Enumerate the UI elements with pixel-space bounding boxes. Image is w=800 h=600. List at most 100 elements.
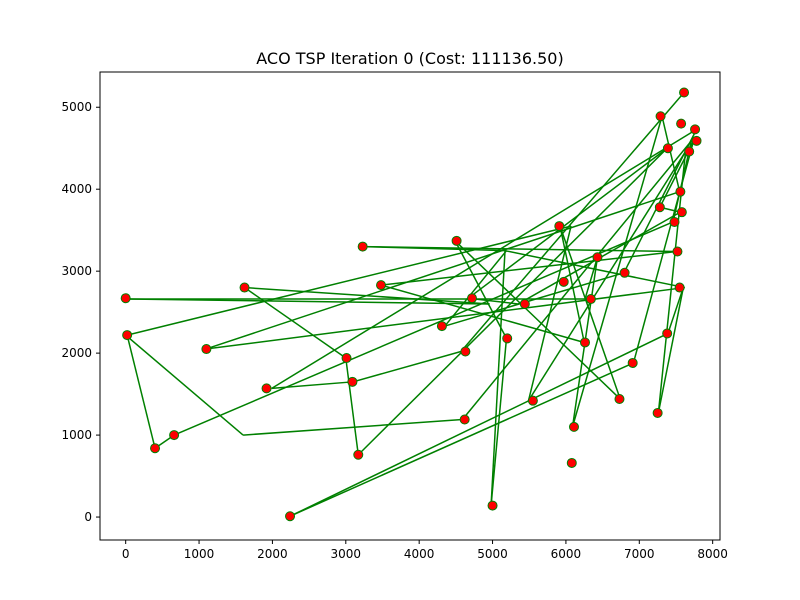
city-point bbox=[436, 321, 447, 332]
x-tick-label: 2000 bbox=[257, 547, 288, 561]
route-segment bbox=[584, 257, 599, 300]
city-point bbox=[691, 135, 702, 146]
city-point bbox=[566, 457, 577, 468]
city-point bbox=[527, 395, 538, 406]
route-segment bbox=[205, 286, 685, 350]
city-point bbox=[353, 449, 364, 460]
city-point bbox=[619, 267, 630, 278]
city-point bbox=[460, 346, 471, 357]
route-segment bbox=[444, 250, 508, 327]
city-point bbox=[675, 186, 686, 197]
city-point bbox=[122, 330, 133, 341]
route-segment bbox=[173, 221, 674, 436]
city-point bbox=[169, 430, 180, 441]
x-tick-label: 1000 bbox=[184, 547, 215, 561]
city-point bbox=[684, 146, 695, 157]
y-tick-label: 3000 bbox=[61, 264, 92, 278]
city-point bbox=[676, 118, 687, 129]
city-point bbox=[519, 298, 530, 309]
route-segment bbox=[125, 298, 490, 305]
route-segment bbox=[559, 225, 585, 343]
city-point bbox=[585, 294, 596, 305]
y-tick-label: 1000 bbox=[61, 428, 92, 442]
city-point bbox=[341, 353, 352, 364]
route-segment bbox=[454, 240, 621, 400]
route-segment bbox=[460, 92, 685, 352]
route-segment bbox=[657, 287, 685, 414]
city-point bbox=[357, 241, 368, 252]
city-point bbox=[672, 246, 683, 257]
x-tick-label: 0 bbox=[122, 547, 130, 561]
route-segment bbox=[289, 362, 634, 517]
city-point bbox=[662, 328, 673, 339]
city-point bbox=[285, 511, 296, 522]
route-segment bbox=[490, 250, 506, 506]
city-point bbox=[676, 207, 687, 218]
city-point bbox=[150, 443, 161, 454]
city-point bbox=[239, 282, 250, 293]
city-point bbox=[679, 87, 690, 98]
city-point bbox=[579, 337, 590, 348]
route-segment bbox=[527, 151, 687, 402]
chart-title: ACO TSP Iteration 0 (Cost: 111136.50) bbox=[256, 49, 563, 68]
y-tick-label: 4000 bbox=[61, 182, 92, 196]
city-point bbox=[652, 407, 663, 418]
city-point bbox=[662, 143, 673, 154]
city-point bbox=[451, 235, 462, 246]
x-tick-label: 4000 bbox=[404, 547, 435, 561]
route-segment bbox=[559, 225, 621, 400]
city-point bbox=[669, 216, 680, 227]
city-point bbox=[347, 376, 358, 387]
axes: 0 1000 2000 3000 4000 5000 6000 7000 8000 0 1000 20… bbox=[61, 71, 728, 561]
route-segment bbox=[243, 418, 463, 436]
route-segment bbox=[126, 334, 156, 449]
x-tick-label: 3000 bbox=[331, 547, 362, 561]
route-segment bbox=[362, 245, 677, 253]
route-segment bbox=[461, 140, 692, 420]
x-tick-label: 8000 bbox=[697, 547, 728, 561]
plot-frame bbox=[99, 71, 721, 541]
city-point bbox=[654, 202, 665, 213]
route-segment bbox=[352, 350, 462, 383]
y-tick-label: 5000 bbox=[61, 100, 92, 114]
city-point bbox=[554, 221, 565, 232]
x-tick-label: 6000 bbox=[551, 547, 582, 561]
route-segment bbox=[357, 147, 668, 456]
city-point bbox=[376, 280, 387, 291]
city-point bbox=[568, 421, 579, 432]
city-point bbox=[614, 394, 625, 405]
route-segment bbox=[205, 190, 680, 350]
city-point bbox=[120, 293, 131, 304]
city-point bbox=[655, 111, 666, 122]
route-layer bbox=[125, 92, 698, 517]
route-segment bbox=[467, 147, 668, 299]
city-point bbox=[592, 252, 603, 263]
city-point bbox=[558, 276, 569, 287]
city-point bbox=[487, 500, 498, 511]
points-layer bbox=[120, 87, 702, 522]
route-segment bbox=[345, 357, 360, 455]
route-segment bbox=[244, 286, 490, 305]
route-segment bbox=[244, 286, 347, 359]
route-segment bbox=[126, 225, 572, 336]
x-tick-label: 7000 bbox=[624, 547, 655, 561]
city-point bbox=[459, 414, 470, 425]
route-segment bbox=[125, 334, 244, 436]
city-point bbox=[627, 357, 638, 368]
city-point bbox=[201, 344, 212, 355]
x-tick-label: 5000 bbox=[477, 547, 508, 561]
route-segment bbox=[289, 332, 669, 517]
city-point bbox=[502, 333, 513, 344]
city-point bbox=[690, 124, 701, 135]
city-point bbox=[261, 383, 272, 394]
city-point bbox=[467, 293, 477, 304]
route-segment bbox=[380, 250, 677, 286]
route-segment bbox=[271, 128, 697, 390]
route-segment bbox=[490, 338, 508, 506]
city-point bbox=[674, 282, 685, 293]
y-tick-label: 0 bbox=[84, 510, 92, 524]
y-tick-label: 2000 bbox=[61, 346, 92, 360]
route-segment bbox=[667, 287, 685, 334]
route-segment bbox=[661, 116, 681, 192]
